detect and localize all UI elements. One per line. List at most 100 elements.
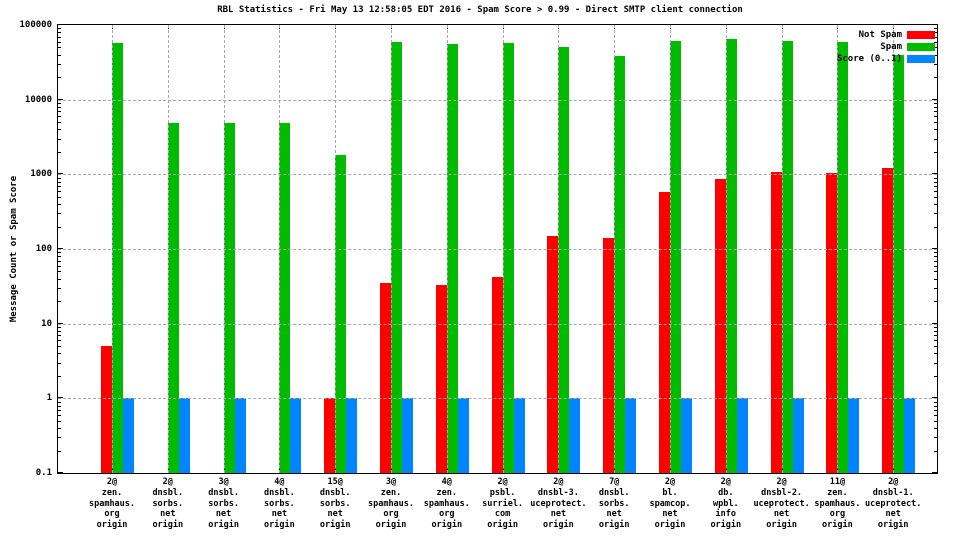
- legend-label-score: Score (0..1): [836, 54, 902, 64]
- legend-label-not-spam: Not Spam: [858, 30, 902, 40]
- y-minor-tick: [58, 288, 61, 290]
- bar-spam-2: [167, 123, 179, 473]
- y-minor-tick: [58, 116, 61, 118]
- y-major-tick: [932, 322, 937, 324]
- y-minor-tick: [58, 278, 61, 280]
- y-minor-tick: [934, 335, 937, 337]
- y-minor-tick: [58, 129, 61, 131]
- y-minor-tick: [58, 409, 61, 411]
- y-minor-tick: [934, 116, 937, 118]
- y-minor-tick: [934, 288, 937, 290]
- y-minor-tick: [934, 122, 937, 124]
- y-minor-tick: [934, 420, 937, 422]
- y-minor-tick: [934, 181, 937, 183]
- y-minor-tick: [58, 36, 61, 38]
- x-tick-label: 2@ bl. spamcop. net origin: [649, 477, 691, 531]
- y-major-tick: [932, 248, 937, 249]
- y-minor-tick: [934, 330, 937, 332]
- y-major-tick: [932, 173, 937, 175]
- y-minor-tick: [58, 330, 61, 332]
- bar-spam-7: [446, 44, 458, 473]
- y-minor-tick: [934, 151, 937, 153]
- y-minor-tick: [58, 213, 61, 215]
- bar-spam-9: [558, 47, 570, 473]
- y-minor-tick: [934, 405, 937, 407]
- x-tick-label: 7@ dnsbl. sorbs. net origin: [598, 477, 630, 531]
- y-minor-tick: [58, 353, 61, 355]
- y-minor-tick: [58, 265, 61, 267]
- y-minor-tick: [58, 226, 61, 228]
- y-major-tick: [58, 173, 63, 175]
- x-axis-labels: 2@ zen. spamhaus. org origin 2@ dnsbl. sorbs. ne…: [57, 477, 938, 537]
- y-minor-tick: [58, 414, 61, 416]
- y-minor-tick: [934, 375, 937, 377]
- y-minor-tick: [58, 346, 61, 348]
- y-minor-tick: [58, 450, 61, 452]
- y-minor-tick: [58, 77, 61, 79]
- y-minor-tick: [934, 346, 937, 348]
- bar-not-spam-10: [603, 238, 615, 473]
- y-minor-tick: [934, 301, 937, 303]
- x-tick-label: 2@ zen. spamhaus. org origin: [88, 477, 136, 531]
- y-tick-label: 0.1: [35, 468, 52, 478]
- y-minor-tick: [934, 428, 937, 430]
- y-minor-tick: [58, 260, 61, 262]
- y-major-tick: [58, 322, 63, 324]
- y-major-tick: [932, 472, 937, 473]
- y-minor-tick: [934, 260, 937, 262]
- bar-score-0-1--14: [848, 398, 860, 473]
- y-minor-tick: [58, 138, 61, 140]
- plot-area: 0.1 1 10 100 1000 10000 100000 Not Spam Spam S…: [19, 20, 938, 478]
- x-tick-label: 2@ dnsbl-2. uceprotect. net origin: [753, 477, 810, 531]
- y-minor-tick: [934, 204, 937, 206]
- y-minor-tick: [934, 256, 937, 258]
- y-minor-tick: [58, 103, 61, 105]
- y-minor-tick: [58, 437, 61, 439]
- y-minor-tick: [58, 271, 61, 273]
- y-tick-label: 100000: [19, 20, 52, 30]
- y-minor-tick: [934, 409, 937, 411]
- y-minor-tick: [58, 256, 61, 258]
- legend-swatch-score: [907, 55, 935, 63]
- x-tick-label: 15@ dnsbl. sorbs. net origin: [319, 477, 351, 531]
- x-tick-label: 4@ dnsbl. sorbs. net origin: [264, 477, 295, 531]
- y-minor-tick: [934, 401, 937, 403]
- x-tick-label: 2@ db. wpbl. info origin: [710, 477, 742, 531]
- x-tick-label: 3@ zen. spamhaus. org origin: [367, 477, 415, 531]
- y-minor-tick: [934, 196, 937, 198]
- bar-not-spam-7: [435, 284, 447, 473]
- bar-score-0-1--4: [290, 398, 302, 473]
- bar-score-0-1--5: [346, 398, 358, 473]
- y-minor-tick: [58, 405, 61, 407]
- y-minor-tick: [58, 428, 61, 430]
- bar-score-0-1--10: [625, 398, 637, 473]
- x-tick-label: 2@ dnsbl-1. uceprotect. net origin: [865, 477, 922, 531]
- y-minor-tick: [934, 111, 937, 113]
- x-tick-label: 3@ dnsbl. sorbs. net origin: [208, 477, 239, 531]
- y-minor-tick: [934, 252, 937, 254]
- bar-spam-1: [112, 43, 123, 473]
- y-minor-tick: [58, 28, 61, 30]
- y-minor-tick: [934, 265, 937, 267]
- bar-spam-13: [781, 41, 793, 473]
- y-tick-label: 100: [35, 244, 52, 254]
- y-minor-tick: [58, 177, 61, 179]
- y-tick-label: 1000: [30, 169, 52, 180]
- legend-swatch-not-spam: [907, 31, 935, 39]
- x-tick-label: 4@ zen. spamhaus. org origin: [423, 477, 470, 531]
- bar-not-spam-1: [101, 346, 112, 473]
- y-tick-label: 10000: [24, 94, 52, 105]
- y-minor-tick: [934, 32, 937, 34]
- y-minor-tick: [934, 47, 937, 49]
- y-minor-tick: [58, 420, 61, 422]
- bar-score-0-1--12: [736, 398, 748, 473]
- x-tick-label: 2@ dnsbl. sorbs. net origin: [152, 477, 184, 531]
- y-minor-tick: [58, 47, 61, 49]
- y-minor-tick: [58, 106, 61, 108]
- y-minor-tick: [58, 301, 61, 303]
- x-tick-label: 2@ psbl. surriel. com origin: [482, 477, 524, 531]
- bar-score-0-1--7: [457, 398, 469, 473]
- x-tick-label: 11@ zen. spamhaus. org origin: [814, 477, 861, 531]
- y-minor-tick: [934, 103, 937, 105]
